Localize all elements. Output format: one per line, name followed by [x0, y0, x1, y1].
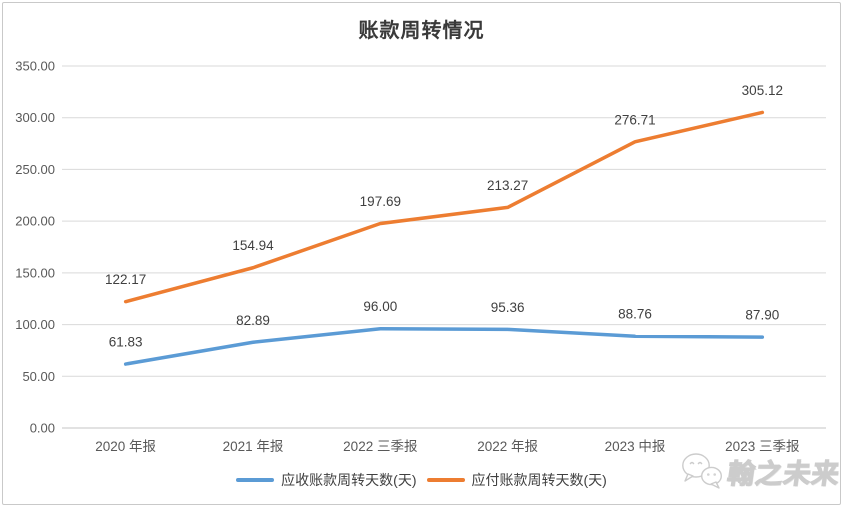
chart-title: 账款周转情况	[358, 20, 485, 42]
x-axis-category-label: 2022 年报	[477, 439, 538, 454]
data-label: 305.12	[742, 83, 783, 98]
y-axis-tick-label: 50.00	[22, 369, 55, 384]
data-label: 61.83	[109, 335, 143, 350]
y-axis-tick-label: 0.00	[30, 421, 55, 436]
legend-item-payable: 应付账款周转天数(天)	[426, 470, 607, 490]
series-line-0	[123, 326, 765, 366]
data-label: 82.89	[236, 313, 270, 328]
data-label: 276.71	[614, 112, 655, 127]
x-axis-category-label: 2023 中报	[605, 439, 666, 454]
legend-swatch-receivable	[236, 478, 275, 482]
x-axis-category-label: 2021 年报	[223, 439, 284, 454]
legend-swatch-payable	[426, 478, 465, 482]
data-label: 154.94	[232, 238, 274, 253]
legend-label-receivable: 应收账款周转天数(天)	[281, 472, 417, 488]
y-axis-tick-label: 300.00	[15, 110, 55, 125]
data-label: 122.17	[105, 272, 146, 287]
legend: 应收账款周转天数(天) 应付账款周转天数(天)	[0, 470, 843, 490]
data-label: 88.76	[618, 307, 652, 322]
series-line-1	[123, 110, 765, 304]
y-axis-tick-label: 150.00	[15, 265, 55, 280]
x-axis-category-label: 2022 三季报	[343, 439, 417, 454]
x-axis-category-label: 2023 三季报	[725, 439, 799, 454]
y-axis-tick-label: 250.00	[15, 162, 55, 177]
data-label: 95.36	[491, 300, 525, 315]
legend-label-payable: 应付账款周转天数(天)	[471, 472, 607, 488]
data-label: 213.27	[487, 178, 528, 193]
data-label: 87.90	[745, 308, 779, 323]
x-axis-category-label: 2020 年报	[95, 439, 156, 454]
y-axis-tick-label: 200.00	[15, 214, 55, 229]
y-axis-tick-label: 350.00	[15, 59, 55, 74]
y-axis-tick-label: 100.00	[15, 317, 55, 332]
data-label: 96.00	[363, 299, 397, 314]
legend-item-receivable: 应收账款周转天数(天)	[236, 470, 417, 490]
data-label: 197.69	[360, 194, 401, 209]
